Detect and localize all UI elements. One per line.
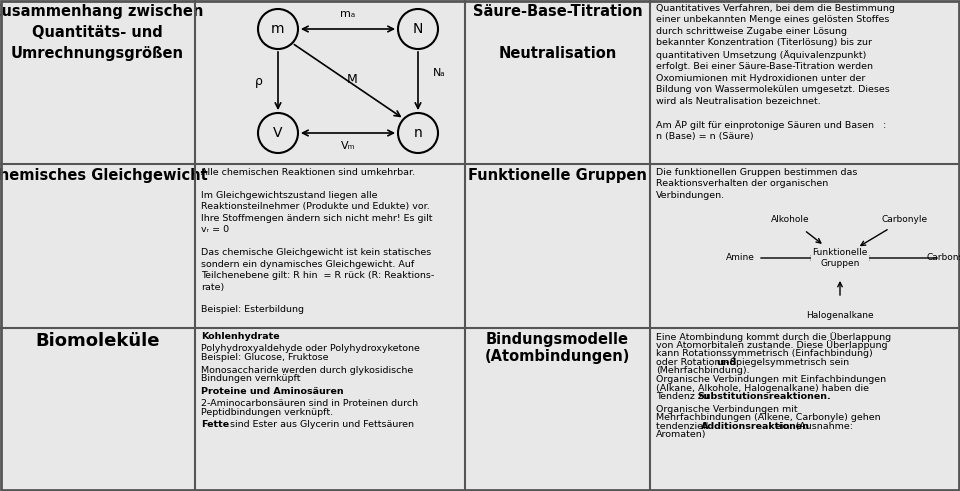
Text: Vₘ: Vₘ [341, 141, 355, 151]
FancyArrowPatch shape [864, 256, 937, 260]
Text: M: M [347, 73, 357, 85]
Text: Beispiel: Glucose, Fruktose: Beispiel: Glucose, Fruktose [201, 353, 328, 362]
Text: Bindungen vernküpft: Bindungen vernküpft [201, 374, 300, 383]
Text: Halogenalkane: Halogenalkane [806, 311, 874, 321]
Text: Eine Atombindung kommt durch die Überlappung: Eine Atombindung kommt durch die Überlap… [656, 332, 891, 342]
Text: Alkohole: Alkohole [771, 215, 809, 223]
FancyArrowPatch shape [861, 230, 887, 246]
Text: Additionsreaktionen: Additionsreaktionen [701, 422, 810, 431]
Text: Biomoleküle: Biomoleküle [36, 332, 159, 350]
Text: V: V [274, 126, 283, 140]
Text: Organische Verbindungen mit Einfachbindungen: Organische Verbindungen mit Einfachbindu… [656, 375, 886, 384]
Text: Alle chemischen Reaktionen sind umkehrbar.

Im Gleichgewichtszustand liegen alle: Alle chemischen Reaktionen sind umkehrba… [201, 168, 434, 314]
Text: n: n [414, 126, 422, 140]
FancyArrowPatch shape [416, 52, 420, 109]
Text: Carbonyle: Carbonyle [882, 215, 928, 223]
Circle shape [258, 9, 298, 49]
Text: und: und [716, 358, 736, 367]
Text: Die funktionellen Gruppen bestimmen das
Reaktionsverhalten der organischen
Verbi: Die funktionellen Gruppen bestimmen das … [656, 168, 857, 200]
Text: Zusammenhang zwischen
Quantitäts- und
Umrechnungsgrößen: Zusammenhang zwischen Quantitäts- und Um… [0, 4, 204, 61]
Text: Kohlenhydrate: Kohlenhydrate [201, 332, 279, 341]
FancyArrowPatch shape [838, 282, 842, 295]
Text: kann Rotationssymmetrisch (Einfachbindung): kann Rotationssymmetrisch (Einfachbindun… [656, 349, 873, 358]
Text: Funktionelle
Gruppen: Funktionelle Gruppen [812, 248, 868, 268]
Text: Polyhydroxyaldehyde oder Polyhydroxyketone: Polyhydroxyaldehyde oder Polyhydroxyketo… [201, 345, 420, 354]
Text: Quantitatives Verfahren, bei dem die Bestimmung
einer unbekannten Menge eines ge: Quantitatives Verfahren, bei dem die Bes… [656, 4, 895, 141]
Text: ρ: ρ [255, 75, 263, 87]
Text: m: m [272, 22, 285, 36]
Text: Funktionelle Gruppen: Funktionelle Gruppen [468, 168, 647, 183]
FancyArrowPatch shape [276, 52, 280, 109]
Text: Mehrfachbindungen (Alkene, Carbonyle) gehen: Mehrfachbindungen (Alkene, Carbonyle) ge… [656, 413, 880, 422]
Text: Organische Verbindungen mit: Organische Verbindungen mit [656, 405, 798, 414]
Text: sind Ester aus Glycerin und Fettsäuren: sind Ester aus Glycerin und Fettsäuren [227, 420, 414, 429]
Text: Bindungsmodelle
(Atombindungen): Bindungsmodelle (Atombindungen) [485, 332, 630, 364]
Circle shape [258, 113, 298, 153]
Text: Nₐ: Nₐ [433, 68, 445, 78]
Circle shape [398, 113, 438, 153]
Text: Tendenz zu: Tendenz zu [656, 392, 712, 401]
Text: 2-Aminocarbonsäuren sind in Proteinen durch: 2-Aminocarbonsäuren sind in Proteinen du… [201, 399, 419, 408]
Text: Säure-Base-Titration

Neutralisation: Säure-Base-Titration Neutralisation [472, 4, 642, 61]
Text: Monosaccharide werden durch glykosidische: Monosaccharide werden durch glykosidisch… [201, 365, 413, 375]
Text: Proteine und Aminosäuren: Proteine und Aminosäuren [201, 386, 344, 396]
Text: Carbonsäuren: Carbonsäuren [926, 253, 960, 263]
FancyArrowPatch shape [760, 256, 816, 260]
Text: Amine: Amine [726, 253, 755, 263]
Text: Aromaten): Aromaten) [656, 431, 707, 439]
FancyArrowPatch shape [302, 26, 394, 32]
Text: Spiegelsymmetrisch sein: Spiegelsymmetrisch sein [728, 358, 850, 367]
Text: Fette: Fette [201, 420, 229, 429]
Text: Substitutionsreaktionen.: Substitutionsreaktionen. [697, 392, 831, 401]
Text: ein. (Ausnahme:: ein. (Ausnahme: [772, 422, 853, 431]
Text: mₐ: mₐ [341, 9, 355, 19]
Text: Peptidbindungen verknüpft.: Peptidbindungen verknüpft. [201, 408, 333, 417]
FancyArrowPatch shape [806, 232, 821, 243]
Text: oder Rotations-: oder Rotations- [656, 358, 732, 367]
FancyArrowPatch shape [295, 45, 400, 116]
Text: Chemisches Gleichgewicht: Chemisches Gleichgewicht [0, 168, 207, 183]
Text: tendenziell: tendenziell [656, 422, 711, 431]
FancyArrowPatch shape [302, 130, 394, 136]
Text: (Mehrfachbindung).: (Mehrfachbindung). [656, 366, 750, 376]
Text: (Alkane, Alkohole, Halogenalkane) haben die: (Alkane, Alkohole, Halogenalkane) haben … [656, 383, 869, 393]
Circle shape [398, 9, 438, 49]
Text: von Atomorbitalen zustande. Diese Überlappung: von Atomorbitalen zustande. Diese Überla… [656, 341, 887, 351]
Text: N: N [413, 22, 423, 36]
